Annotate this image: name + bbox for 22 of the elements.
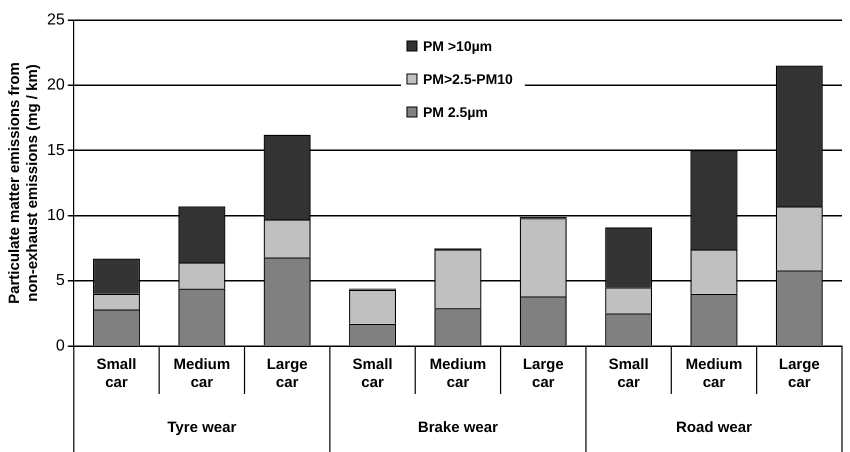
text: Tyre wear (167, 419, 236, 436)
y-tick-label: 5 (56, 272, 65, 290)
x-tick-label: Medium car (430, 356, 486, 392)
text: Road wear (676, 419, 752, 436)
x-tick-label: Large car (778, 356, 820, 392)
x-tick-label: Small car (608, 356, 649, 392)
y-tick-label: 0 (56, 337, 65, 354)
x-tick-label: Medium car (173, 356, 230, 392)
y-tick-label: 25 (47, 11, 65, 28)
y-axis-title: Particulate matter emissions from non-exhaust emissions (mg / km) (6, 62, 42, 304)
x-tick-label: Large car (266, 356, 308, 392)
x-tick-label: Small car (96, 356, 136, 392)
x-tick-label: Large car (522, 356, 564, 392)
y-tick-label: 15 (47, 142, 65, 159)
legend-label: PM 2.5µm (422, 104, 488, 120)
x-tick-label: Small car (352, 356, 393, 392)
legend-label: PM>2.5-PM10 (422, 70, 514, 87)
y-tick-label: 20 (47, 76, 65, 94)
legend-label: PM >10µm (422, 38, 492, 54)
text: Brake wear (418, 419, 498, 436)
x-tick-label: Medium car (686, 356, 742, 392)
y-tick-label: 10 (47, 207, 65, 224)
